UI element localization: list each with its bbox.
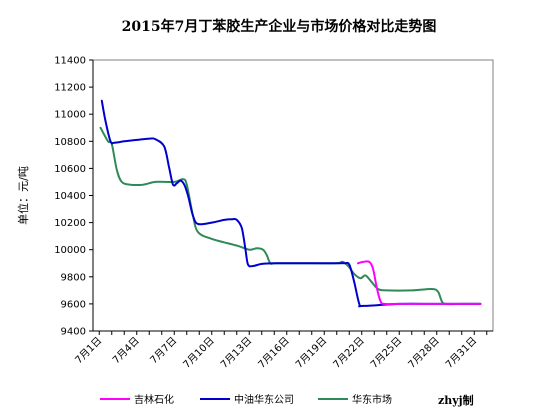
x-axis-ticks: 7月1日 7月4日 7月7日 7月10日 7月13日 7月16日 7月19日 7月22日 7月2… <box>73 331 488 371</box>
y-tick-label: 11400 <box>54 56 86 67</box>
legend-label-1: 吉林石化 <box>134 393 174 406</box>
series-line-1 <box>357 260 482 306</box>
legend: 吉林石化 中油华东公司 华东市场 <box>100 393 392 406</box>
x-tick-label: 7月31日 <box>443 335 479 371</box>
x-tick-label: 7月25日 <box>368 335 404 371</box>
x-tick-label: 7月19日 <box>293 335 329 371</box>
y-axis-label: 单位：元/吨 <box>16 166 30 225</box>
x-tick-label: 7月7日 <box>148 335 180 367</box>
x-tick-label: 7月4日 <box>110 335 142 367</box>
y-tick-label: 10600 <box>54 164 86 175</box>
x-tick-label: 7月16日 <box>256 335 292 371</box>
legend-label-2: 中油华东公司 <box>234 393 294 406</box>
plot-area <box>92 59 494 332</box>
y-tick-label: 10200 <box>54 218 86 229</box>
x-tick-label: 7月13日 <box>218 335 254 371</box>
series-layer <box>99 99 482 308</box>
legend-label-3: 华东市场 <box>352 393 392 406</box>
x-tick-label: 7月1日 <box>73 335 105 367</box>
y-tick-label: 11000 <box>54 110 86 121</box>
y-tick-label: 11200 <box>54 83 86 94</box>
x-tick-label: 7月10日 <box>181 335 217 371</box>
y-axis-ticks: 9400 9600 9800 10000 10200 10400 10600 10800 110… <box>54 56 93 338</box>
y-tick-label: 9600 <box>61 299 86 310</box>
credit-label: zhyj制 <box>438 393 474 407</box>
series-line-2 <box>100 99 482 308</box>
x-tick-label: 7月22日 <box>331 335 367 371</box>
y-tick-label: 10800 <box>54 137 86 148</box>
y-tick-label: 10400 <box>54 191 86 202</box>
chart-title: 2015年7月丁苯胶生产企业与市场价格对比走势图 <box>122 18 437 35</box>
y-tick-label: 10000 <box>54 245 86 256</box>
y-tick-label: 9400 <box>61 327 86 338</box>
x-tick-label: 7月28日 <box>406 335 442 371</box>
series-line-3 <box>99 126 482 306</box>
y-tick-label: 9800 <box>61 272 86 283</box>
